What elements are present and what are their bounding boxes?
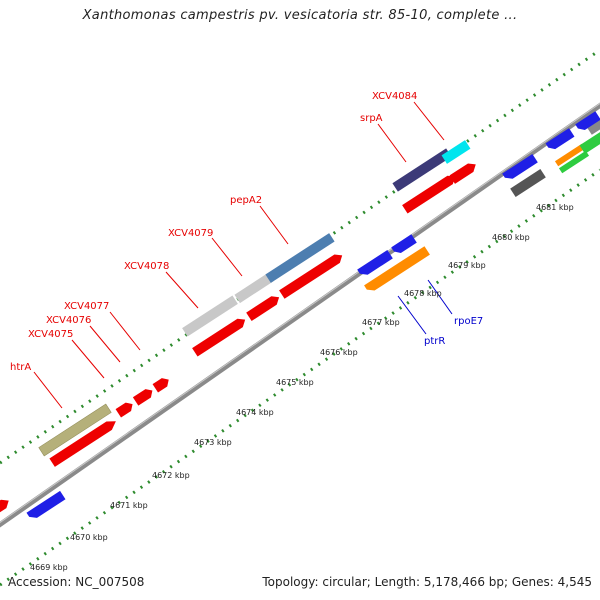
kbp-label: 4678 kbp <box>404 289 442 298</box>
kbp-label: 4671 kbp <box>110 501 148 510</box>
gene-label-htrA[interactable]: htrA <box>10 362 31 373</box>
reverse-strand-features <box>26 111 600 521</box>
map-title: Xanthomonas campestris pv. vesicatoria s… <box>82 8 518 23</box>
genome-backbone-highlight <box>0 102 600 524</box>
kbp-scale-labels: 4669 kbp 4670 kbp 4671 kbp 4672 kbp 4673… <box>30 203 574 572</box>
leader-line-ptrR <box>397 295 427 335</box>
blue-gene-arrow[interactable] <box>545 128 575 152</box>
leader-line-xcv4084 <box>413 101 445 141</box>
ptrR-feature[interactable] <box>364 246 430 294</box>
gene-label-rpoE7[interactable]: rpoE7 <box>454 316 483 327</box>
gene-label-xcv4079[interactable]: XCV4079 <box>168 228 213 239</box>
xcv4078-feature[interactable] <box>182 295 238 337</box>
red-gene-arrow[interactable] <box>49 417 118 467</box>
gray-feature[interactable] <box>510 169 546 197</box>
green-feature-edge[interactable] <box>579 130 600 154</box>
gene-label-ptrR[interactable]: ptrR <box>424 336 445 347</box>
red-gene-arrow[interactable] <box>152 375 172 393</box>
leader-line-xcv4077 <box>109 311 141 351</box>
gene-labels: htrA XCV4075 XCV4076 XCV4077 XCV4078 XCV… <box>10 91 483 373</box>
htrA-feature[interactable] <box>38 403 112 457</box>
red-gene-arrow[interactable] <box>279 251 345 299</box>
srpA-feature[interactable] <box>392 148 452 192</box>
gene-label-xcv4084[interactable]: XCV4084 <box>372 91 417 102</box>
accession-text: Accession: NC_007508 <box>8 575 145 589</box>
forward-strand-features <box>38 117 600 457</box>
leader-line-xcv4076 <box>89 325 121 363</box>
leader-line-htrA <box>33 371 63 409</box>
kbp-label: 4676 kbp <box>320 348 358 357</box>
kbp-label: 4674 kbp <box>236 408 274 417</box>
gray-feature-edge[interactable] <box>587 117 600 135</box>
leader-line-rpoE7 <box>427 279 453 315</box>
leader-line-pepA2 <box>259 205 289 245</box>
kbp-label: 4672 kbp <box>152 471 190 480</box>
leader-line-xcv4075 <box>71 339 105 379</box>
gene-label-xcv4075[interactable]: XCV4075 <box>28 329 73 340</box>
xcv4079-feature[interactable] <box>234 272 274 304</box>
red-gene-arrow[interactable] <box>402 172 458 214</box>
pepA2-feature[interactable] <box>265 233 335 283</box>
green-feature-small[interactable] <box>558 150 590 174</box>
blue-gene-arrow[interactable] <box>391 234 417 255</box>
kbp-label: 4677 kbp <box>362 318 400 327</box>
orange-feature-right[interactable] <box>554 143 586 167</box>
gene-label-xcv4077[interactable]: XCV4077 <box>64 301 109 312</box>
leader-line-srpA <box>377 123 407 163</box>
red-gene-arrow[interactable] <box>0 496 11 515</box>
leader-line-xcv4079 <box>211 237 243 277</box>
genome-summary-text: Topology: circular; Length: 5,178,466 bp… <box>262 575 592 589</box>
gene-label-srpA[interactable]: srpA <box>360 113 383 124</box>
gene-label-pepA2[interactable]: pepA2 <box>230 195 262 206</box>
kbp-label: 4680 kbp <box>492 233 530 242</box>
gene-label-xcv4078[interactable]: XCV4078 <box>124 261 169 272</box>
red-gene-arrow[interactable] <box>246 293 282 321</box>
red-gene-arrow[interactable] <box>449 160 479 184</box>
blue-gene-arrow[interactable] <box>502 154 538 182</box>
leader-line-xcv4078 <box>165 271 199 309</box>
kbp-label: 4681 kbp <box>536 203 574 212</box>
forward-strand-red-genes <box>0 160 479 515</box>
gene-label-leaders <box>33 101 453 409</box>
blue-gene-arrow[interactable] <box>575 111 600 132</box>
kbp-label: 4673 kbp <box>194 438 232 447</box>
blue-gene-arrow[interactable] <box>357 250 393 278</box>
kbp-label: 4669 kbp <box>30 563 68 572</box>
kbp-label: 4670 kbp <box>70 533 108 542</box>
blue-gene-arrow[interactable] <box>26 490 66 521</box>
red-gene-arrow[interactable] <box>192 315 248 357</box>
red-gene-arrow[interactable] <box>115 400 136 418</box>
kbp-label: 4675 kbp <box>276 378 314 387</box>
gene-label-xcv4076[interactable]: XCV4076 <box>46 315 91 326</box>
red-gene-arrow[interactable] <box>132 386 155 406</box>
kbp-label: 4679 kbp <box>448 261 486 270</box>
xcv4084-feature[interactable] <box>441 140 471 164</box>
